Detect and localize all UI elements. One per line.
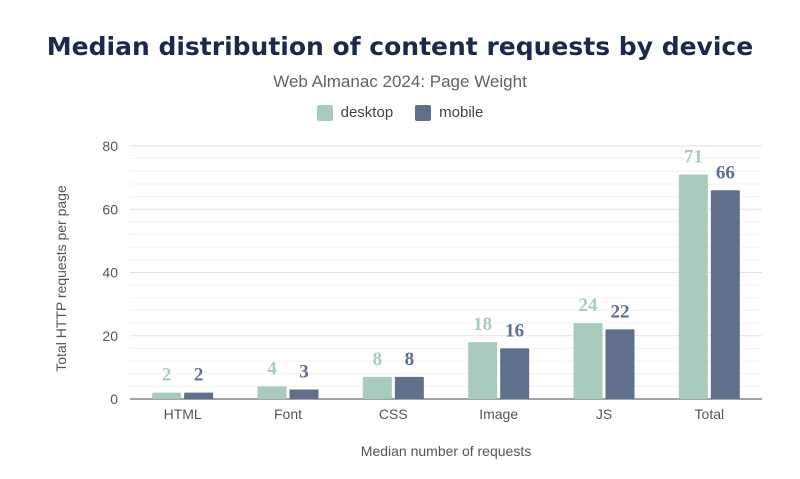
x-tick-label: JS (596, 406, 612, 422)
bar-mobile-image (500, 348, 530, 399)
bar-desktop-html (152, 392, 182, 399)
bar-mobile-html (184, 392, 214, 399)
legend-label-desktop: desktop (340, 104, 394, 121)
x-tick-label: HTML (164, 406, 202, 422)
x-tick-label: Image (479, 406, 518, 422)
data-label-mobile-html: 2 (194, 365, 204, 386)
x-tick-label: Font (274, 406, 302, 422)
legend-swatch-desktop (316, 104, 333, 121)
legend-swatch-mobile (415, 104, 432, 121)
chart-subtitle: Web Almanac 2024: Page Weight (273, 72, 527, 91)
data-label-desktop-js: 24 (579, 295, 599, 316)
data-label-mobile-js: 22 (611, 301, 630, 322)
data-label-mobile-css: 8 (405, 349, 415, 370)
legend: desktop mobile (0, 104, 800, 121)
legend-label-mobile: mobile (439, 104, 484, 121)
data-label-desktop-total: 71 (684, 146, 703, 167)
y-tick-label: 0 (110, 391, 118, 407)
data-label-mobile-font: 3 (299, 362, 309, 383)
bar-desktop-css (362, 376, 392, 399)
x-axis-title: Median number of requests (361, 443, 531, 459)
bar-mobile-total (710, 190, 740, 399)
y-axis-title: Total HTTP requests per page (53, 185, 69, 372)
x-tick-label: CSS (379, 406, 408, 422)
y-tick-label: 40 (102, 265, 118, 281)
data-label-desktop-html: 2 (162, 365, 172, 386)
bar-mobile-js (605, 329, 635, 399)
bar-desktop-font (257, 386, 287, 399)
chart-title: Median distribution of content requests … (46, 32, 754, 61)
y-tick-label: 60 (102, 201, 118, 217)
bar-desktop-total (678, 174, 708, 399)
data-label-mobile-image: 16 (505, 320, 524, 341)
bar-mobile-css (394, 376, 424, 399)
y-tick-label: 80 (102, 138, 118, 154)
y-tick-label: 20 (102, 328, 118, 344)
legend-item-mobile[interactable]: mobile (415, 104, 483, 121)
data-label-desktop-image: 18 (473, 314, 492, 335)
x-tick-label: Total (695, 406, 725, 422)
bar-desktop-js (573, 323, 603, 399)
data-label-desktop-font: 4 (267, 358, 277, 379)
data-label-mobile-total: 66 (716, 162, 735, 183)
legend-item-desktop[interactable]: desktop (316, 104, 394, 121)
bar-desktop-image (468, 342, 498, 399)
bar-mobile-font (289, 389, 319, 399)
data-label-desktop-css: 8 (373, 349, 383, 370)
